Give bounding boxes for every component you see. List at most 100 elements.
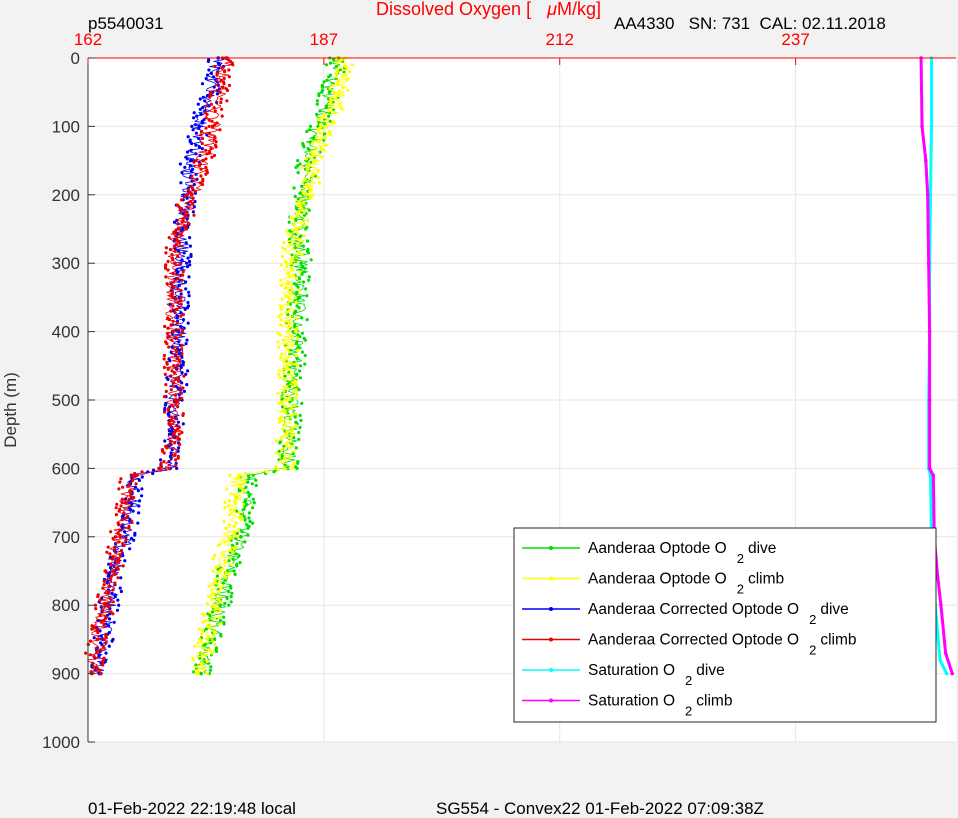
data-point <box>232 509 236 513</box>
data-point <box>201 95 205 99</box>
data-point <box>175 355 180 359</box>
legend-entry: Aanderaa Optode O 2 dive <box>522 540 776 566</box>
data-point <box>301 280 306 284</box>
data-point <box>227 499 231 503</box>
data-point <box>176 386 180 390</box>
data-point <box>213 554 217 558</box>
data-point <box>302 213 307 217</box>
anchor-point <box>939 603 943 607</box>
data-point <box>181 318 186 322</box>
data-point <box>300 184 304 188</box>
data-point <box>175 466 179 470</box>
data-point <box>185 383 189 387</box>
data-point <box>292 381 296 385</box>
data-point <box>185 212 189 216</box>
anchor-point <box>927 466 932 471</box>
anchor-point <box>927 329 932 334</box>
data-point <box>137 499 142 503</box>
data-point <box>311 193 315 197</box>
data-point <box>213 642 217 647</box>
data-point <box>104 651 108 655</box>
data-point <box>167 345 171 349</box>
data-point <box>294 165 298 169</box>
data-point <box>192 160 196 164</box>
data-point <box>286 282 290 286</box>
title-prefix: Dissolved Oxygen [ <box>376 0 531 19</box>
data-point <box>294 330 298 334</box>
legend-entry: Aanderaa Optode O 2 climb <box>522 571 784 597</box>
data-point <box>180 266 184 270</box>
data-point <box>206 59 210 64</box>
anchor-point <box>189 158 193 163</box>
legend-swatch-marker <box>549 637 553 642</box>
data-point <box>218 128 222 132</box>
anchor-point <box>218 90 222 94</box>
data-point <box>133 485 137 489</box>
data-point <box>210 610 215 614</box>
data-point <box>336 94 341 98</box>
data-point <box>215 574 219 578</box>
data-point <box>279 278 283 282</box>
data-point <box>226 504 230 508</box>
data-point <box>289 406 293 411</box>
data-point <box>278 441 282 445</box>
data-point <box>183 194 187 199</box>
data-point <box>344 78 349 82</box>
data-point <box>307 208 311 212</box>
data-point <box>95 666 100 671</box>
data-point <box>179 314 183 318</box>
data-point <box>283 374 287 378</box>
data-point <box>320 155 324 159</box>
data-point <box>332 58 336 62</box>
data-point <box>283 247 287 252</box>
data-point <box>227 75 231 79</box>
data-point <box>211 634 215 638</box>
legend-label-main: Aanderaa Optode O <box>588 571 727 588</box>
data-point <box>177 376 181 380</box>
data-point <box>227 589 231 594</box>
data-point <box>92 625 96 630</box>
chart-title: Dissolved Oxygen [μM/kg] <box>376 0 601 19</box>
data-point <box>214 145 218 149</box>
data-point <box>294 300 298 305</box>
data-point <box>322 80 326 84</box>
series-aanderaa-optode-o2-climb <box>191 56 354 676</box>
data-point <box>176 427 180 431</box>
data-point <box>208 625 212 630</box>
data-point <box>207 648 211 652</box>
data-point <box>192 213 196 217</box>
legend-label-sub: 2 <box>809 612 816 627</box>
data-point <box>178 261 182 265</box>
data-point <box>242 507 246 511</box>
data-point <box>279 400 283 404</box>
data-point <box>214 581 218 585</box>
legend-swatch-marker <box>549 607 553 611</box>
data-point <box>300 208 304 212</box>
data-point <box>279 263 283 267</box>
data-point <box>176 364 180 368</box>
data-point <box>169 415 173 419</box>
data-point <box>215 92 219 96</box>
data-point <box>291 268 295 272</box>
data-point <box>186 300 190 305</box>
data-point <box>106 574 110 578</box>
data-point <box>281 371 285 375</box>
data-point <box>181 270 185 274</box>
data-point <box>287 324 291 329</box>
data-point <box>164 383 168 387</box>
data-point <box>116 576 120 580</box>
legend-label-sub: 2 <box>809 643 816 658</box>
data-point <box>118 528 122 532</box>
data-point <box>111 588 115 592</box>
data-point <box>335 61 339 65</box>
data-point <box>294 393 298 397</box>
data-point <box>235 509 239 513</box>
data-point <box>172 220 177 224</box>
data-point <box>306 251 310 255</box>
data-point <box>251 497 255 501</box>
series-aanderaa-corrected-optode-o2-climb <box>84 56 235 676</box>
legend-label: Saturation O 2 climb <box>588 693 732 719</box>
data-point <box>174 417 178 421</box>
data-point <box>210 588 214 592</box>
data-point <box>227 523 231 527</box>
